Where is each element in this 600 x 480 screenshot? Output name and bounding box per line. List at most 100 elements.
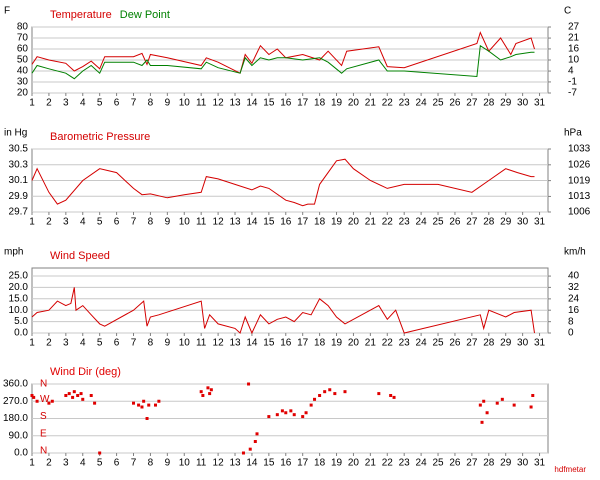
data-point [201, 394, 205, 397]
x-tick-label: 25 [432, 338, 444, 349]
x-tick-label: 15 [263, 338, 275, 349]
x-tick-label: 2 [46, 338, 52, 349]
data-point [142, 399, 146, 403]
x-tick-label: 13 [229, 458, 241, 469]
x-tick-label: 5 [97, 338, 103, 349]
y-axis-unit: in Hg [4, 128, 27, 139]
compass-label: E [40, 428, 47, 439]
y2-tick-label: 4 [568, 66, 574, 77]
x-tick-label: 19 [331, 458, 343, 469]
x-tick-label: 21 [365, 338, 377, 349]
y2-tick-label: 16 [568, 44, 580, 55]
x-tick-label: 15 [263, 458, 275, 469]
x-tick-label: 4 [80, 98, 86, 109]
data-point [495, 401, 499, 405]
x-tick-label: 10 [179, 338, 191, 349]
y2-tick-label: 40 [568, 271, 580, 282]
y2-axis-unit: hPa [564, 128, 582, 139]
x-tick-label: 12 [213, 458, 225, 469]
data-point [392, 395, 396, 399]
x-tick-label: 7 [131, 338, 137, 349]
x-tick-label: 10 [179, 217, 191, 228]
x-tick-label: 29 [500, 217, 512, 228]
data-point [333, 392, 337, 396]
x-tick-label: 11 [196, 458, 207, 469]
data-point [32, 395, 36, 399]
data-point [343, 390, 347, 394]
x-tick-label: 20 [348, 98, 360, 109]
x-tick-label: 13 [229, 217, 241, 228]
compass-label: S [40, 411, 47, 422]
x-tick-label: 14 [246, 338, 258, 349]
x-tick-label: 15 [263, 217, 275, 228]
data-point [323, 390, 327, 394]
x-tick-label: 6 [114, 338, 120, 349]
x-tick-label: 19 [331, 98, 343, 109]
x-tick-label: 7 [131, 98, 137, 109]
x-tick-label: 24 [416, 458, 428, 469]
x-tick-label: 26 [449, 458, 461, 469]
data-point [480, 420, 484, 424]
x-tick-label: 27 [466, 338, 478, 349]
data-point [253, 440, 257, 443]
y-tick-label: 180.0 [3, 413, 28, 424]
data-point [247, 382, 251, 386]
x-tick-label: 11 [196, 338, 207, 349]
x-tick-label: 27 [466, 458, 478, 469]
data-point [284, 411, 288, 415]
y2-tick-label: 1026 [568, 159, 591, 170]
x-tick-label: 27 [466, 98, 478, 109]
y-tick-label: 30.5 [9, 144, 29, 155]
data-point [157, 399, 161, 403]
x-tick-label: 20 [348, 338, 360, 349]
x-tick-label: 22 [382, 217, 394, 228]
y-tick-label: 30.1 [9, 175, 29, 186]
data-point [154, 403, 158, 407]
data-point [132, 401, 136, 405]
y-tick-label: 15.0 [9, 293, 29, 304]
y-tick-label: 29.9 [9, 191, 29, 202]
x-tick-label: 9 [165, 98, 171, 109]
x-tick-label: 8 [148, 338, 154, 349]
y2-tick-label: 16 [568, 305, 580, 316]
data-point [304, 411, 308, 415]
data-point [64, 394, 68, 397]
x-tick-label: 12 [213, 98, 225, 109]
x-tick-label: 28 [483, 458, 495, 469]
data-point [328, 388, 332, 392]
x-tick-label: 20 [348, 458, 360, 469]
x-tick-label: 4 [80, 458, 86, 469]
x-tick-label: 4 [80, 338, 86, 349]
y2-tick-label: 27 [568, 22, 580, 33]
data-line [31, 31, 535, 74]
data-point [531, 394, 535, 397]
data-point [208, 392, 212, 396]
data-point [67, 392, 71, 396]
y2-tick-label: 1006 [568, 207, 591, 218]
x-tick-label: 12 [213, 338, 225, 349]
x-tick-label: 4 [80, 217, 86, 228]
x-tick-label: 6 [114, 217, 120, 228]
chart-title: Barometric Pressure [50, 131, 150, 143]
data-point [206, 386, 210, 390]
x-tick-label: 12 [213, 217, 225, 228]
data-point [389, 394, 393, 397]
data-point [50, 399, 54, 403]
x-tick-label: 28 [483, 217, 495, 228]
x-tick-label: 7 [131, 458, 137, 469]
data-point [309, 403, 313, 407]
x-tick-label: 22 [382, 98, 394, 109]
data-line [31, 44, 535, 80]
data-point [485, 411, 489, 415]
x-tick-label: 5 [97, 98, 103, 109]
x-tick-label: 30 [517, 98, 529, 109]
x-tick-label: 9 [165, 338, 171, 349]
x-tick-label: 30 [517, 338, 529, 349]
x-tick-label: 24 [416, 338, 428, 349]
x-tick-label: 30 [517, 217, 529, 228]
x-tick-label: 22 [382, 338, 394, 349]
y-tick-label: 50 [17, 55, 29, 66]
compass-label: W [40, 394, 50, 405]
y-tick-label: 70 [17, 33, 29, 44]
